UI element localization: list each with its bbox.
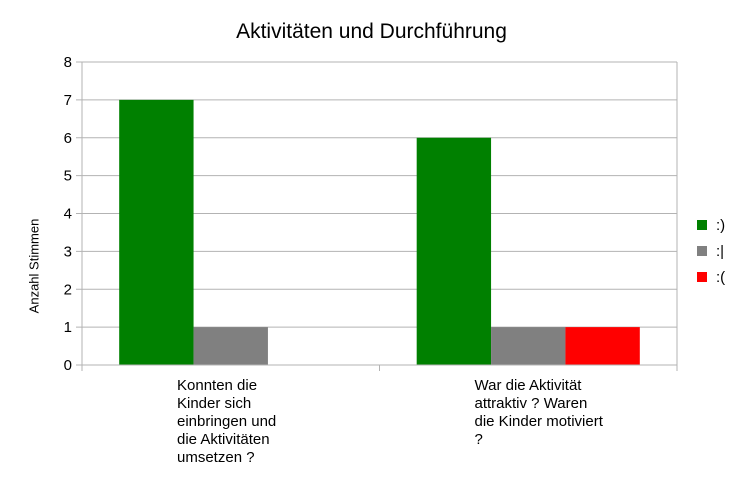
legend-swatch [697,272,707,282]
legend-label: :| [716,242,725,260]
axes [76,61,678,371]
bar [565,327,640,365]
y-tick-label: 0 [64,357,72,374]
y-tick-label: 6 [64,130,72,147]
bar [416,137,492,365]
y-tick-label: 8 [64,54,72,71]
y-tick-label: 2 [64,281,72,298]
legend-swatch [697,220,707,230]
legend-label: :) [716,216,726,234]
legend-label: :( [716,268,726,286]
bars [119,99,640,365]
y-tick-labels: 0 1 2 3 4 5 6 7 8 [64,54,72,374]
legend-swatch [697,246,707,256]
bar [193,327,268,365]
legend: :) :| :( [697,212,725,290]
y-axis-label: Anzahl Stimmen [26,218,42,314]
y-tick-label: 4 [64,206,72,223]
y-tick-label: 1 [64,319,72,336]
x-tick-label: War die Aktivität attraktiv ? Waren die … [474,377,603,448]
y-tick-label: 5 [64,168,72,185]
x-tick-label: Konnten die Kinder sich einbringen und d… [177,377,277,466]
bar [119,99,194,365]
legend-item: :( [697,264,725,290]
chart-title: Aktivitäten und Durchführung [236,20,507,43]
legend-item: :| [697,238,725,264]
bar [491,327,566,365]
y-tick-label: 3 [64,243,72,260]
legend-item: :) [697,212,725,238]
y-tick-label: 7 [64,92,72,109]
